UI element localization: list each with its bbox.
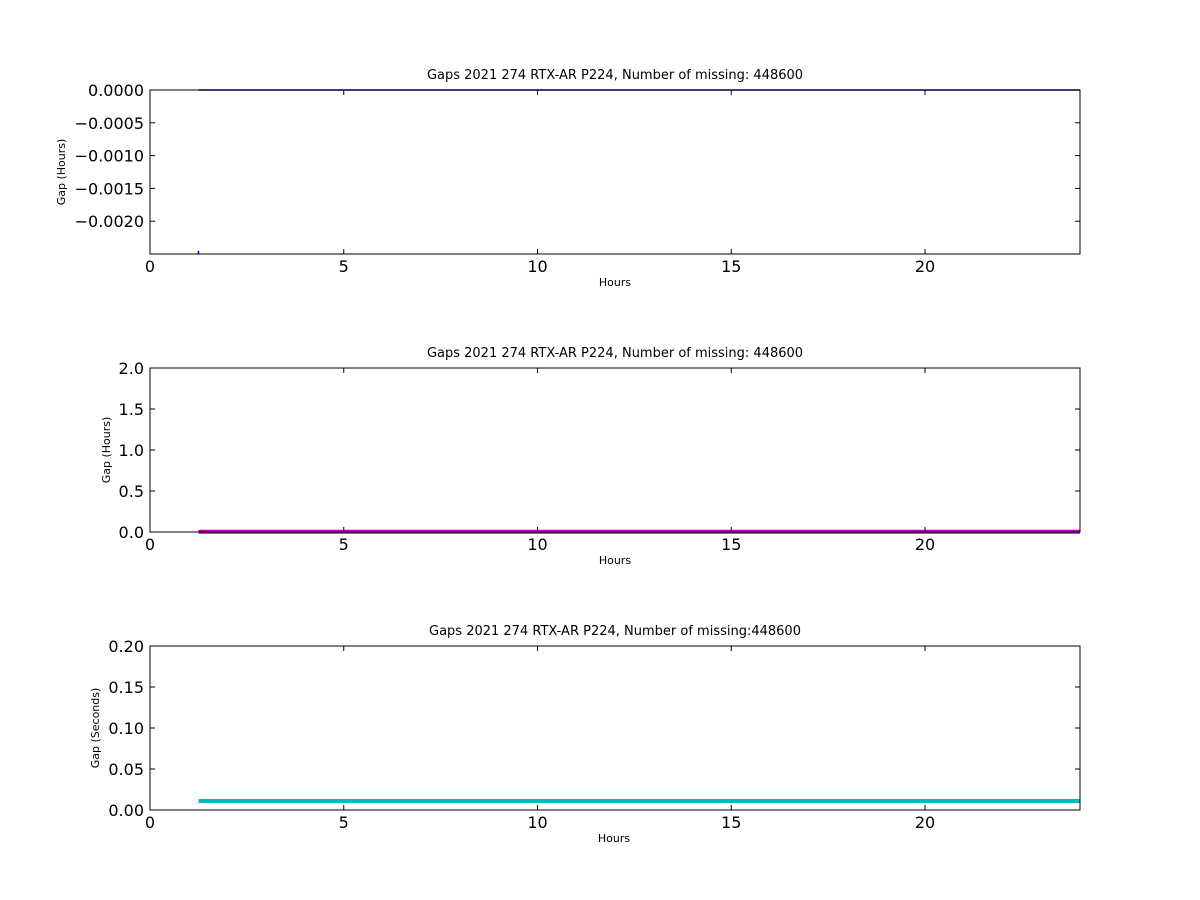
panel-1-xtick-label: 10 bbox=[527, 257, 547, 276]
panel-1-ytick-label: −0.0020 bbox=[75, 212, 144, 231]
panel-2-ytick-label: 0.0 bbox=[119, 523, 144, 542]
panel-3-ytick-label: 0.10 bbox=[108, 719, 144, 738]
panel-3-xtick-label: 5 bbox=[339, 813, 349, 832]
panel-2-ylabel: Gap (Hours) bbox=[100, 417, 113, 484]
panel-1-title: Gaps 2021 274 RTX-AR P224, Number of mis… bbox=[427, 68, 803, 83]
panel-1-xlabel: Hours bbox=[599, 276, 631, 289]
panel-3-ytick-label: 0.20 bbox=[108, 637, 144, 656]
panel-2-ytick-label: 1.0 bbox=[119, 441, 144, 460]
panel-3: Gaps 2021 274 RTX-AR P224, Number of mis… bbox=[89, 624, 1081, 845]
panel-2-xtick-label: 5 bbox=[339, 535, 349, 554]
panel-3-xtick-label: 10 bbox=[527, 813, 547, 832]
panel-3-ytick-label: 0.15 bbox=[108, 678, 144, 697]
panel-3-ytick-label: 0.05 bbox=[108, 760, 144, 779]
panel-2-title: Gaps 2021 274 RTX-AR P224, Number of mis… bbox=[427, 346, 803, 361]
panel-2-ytick-label: 2.0 bbox=[119, 359, 144, 378]
panel-2-ytick-label: 1.5 bbox=[119, 400, 144, 419]
panel-2-xtick-label: 20 bbox=[915, 535, 935, 554]
panel-1: Gaps 2021 274 RTX-AR P224, Number of mis… bbox=[55, 68, 1081, 289]
panel-2-ytick-label: 0.5 bbox=[119, 482, 144, 501]
panel-1-ytick-label: −0.0005 bbox=[75, 114, 144, 133]
panel-2-xtick-label: 10 bbox=[527, 535, 547, 554]
panel-1-ytick-label: 0.0000 bbox=[88, 81, 144, 100]
panel-3-xlabel: Hours bbox=[598, 832, 630, 845]
panel-2-xtick-label: 15 bbox=[721, 535, 741, 554]
panel-3-xtick-label: 15 bbox=[721, 813, 741, 832]
panel-2: Gaps 2021 274 RTX-AR P224, Number of mis… bbox=[100, 346, 1081, 567]
panel-1-xtick-label: 20 bbox=[915, 257, 935, 276]
panel-1-xtick-label: 5 bbox=[339, 257, 349, 276]
panel-2-xtick-label: 0 bbox=[145, 535, 155, 554]
panel-3-ylabel: Gap (Seconds) bbox=[89, 688, 102, 769]
panel-1-xtick-label: 0 bbox=[145, 257, 155, 276]
panel-3-ytick-label: 0.00 bbox=[108, 801, 144, 820]
panel-3-xtick-label: 0 bbox=[145, 813, 155, 832]
panel-3-title: Gaps 2021 274 RTX-AR P224, Number of mis… bbox=[429, 624, 801, 639]
panel-1-axes-frame bbox=[149, 89, 1081, 255]
panel-3-xtick-label: 20 bbox=[915, 813, 935, 832]
panel-1-xtick-label: 15 bbox=[721, 257, 741, 276]
panel-1-ytick-label: −0.0010 bbox=[75, 147, 144, 166]
panel-1-ytick-label: −0.0015 bbox=[75, 179, 144, 198]
panel-2-xlabel: Hours bbox=[599, 554, 631, 567]
panel-1-ylabel: Gap (Hours) bbox=[55, 139, 68, 206]
